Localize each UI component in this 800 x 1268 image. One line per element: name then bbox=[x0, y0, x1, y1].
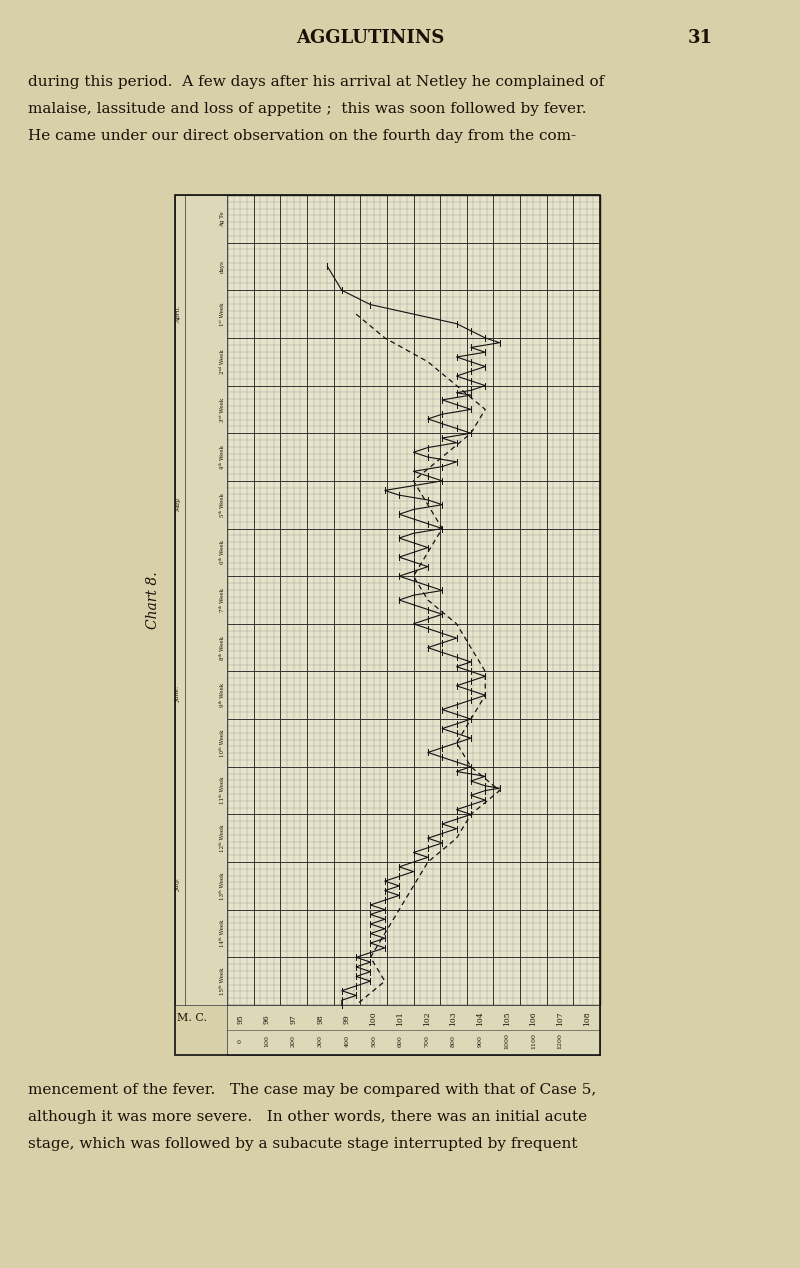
Text: 400: 400 bbox=[344, 1035, 350, 1047]
Text: 96: 96 bbox=[263, 1014, 271, 1023]
Text: 15ᵗʰ Week: 15ᵗʰ Week bbox=[220, 967, 225, 995]
Text: 1100: 1100 bbox=[531, 1033, 536, 1049]
Text: 31: 31 bbox=[687, 29, 713, 47]
Text: He came under our direct observation on the fourth day from the com-: He came under our direct observation on … bbox=[28, 129, 576, 143]
Text: 4ᵗʰ Week: 4ᵗʰ Week bbox=[220, 445, 225, 469]
Text: days: days bbox=[220, 260, 225, 273]
Text: 10ᵗʰ Week: 10ᵗʰ Week bbox=[220, 729, 225, 757]
Bar bbox=[175, 195, 600, 1055]
Text: 95: 95 bbox=[236, 1014, 244, 1023]
Text: 9ᵗʰ Week: 9ᵗʰ Week bbox=[220, 683, 225, 708]
Text: 100: 100 bbox=[265, 1035, 270, 1047]
Text: 105: 105 bbox=[502, 1012, 510, 1026]
Text: Chart 8.: Chart 8. bbox=[146, 571, 160, 629]
Text: 800: 800 bbox=[451, 1035, 456, 1047]
Text: June.: June. bbox=[177, 687, 182, 704]
Text: 11ᵗʰ Week: 11ᵗʰ Week bbox=[220, 777, 225, 804]
Bar bbox=[227, 1006, 600, 1055]
Text: 99: 99 bbox=[343, 1014, 351, 1023]
Text: AGGLUTININS: AGGLUTININS bbox=[296, 29, 444, 47]
Text: 100: 100 bbox=[370, 1012, 378, 1026]
Text: 6ᵗʰ Week: 6ᵗʰ Week bbox=[220, 540, 225, 564]
Text: 5ᵗʰ Week: 5ᵗʰ Week bbox=[220, 493, 225, 516]
Text: malaise, lassitude and loss of appetite ;  this was soon followed by fever.: malaise, lassitude and loss of appetite … bbox=[28, 101, 586, 115]
Text: 900: 900 bbox=[478, 1035, 482, 1047]
Text: mencement of the fever.   The case may be compared with that of Case 5,: mencement of the fever. The case may be … bbox=[28, 1083, 596, 1097]
Text: 104: 104 bbox=[476, 1012, 484, 1026]
Text: 106: 106 bbox=[530, 1012, 538, 1026]
Text: 0: 0 bbox=[238, 1038, 243, 1044]
Text: May.: May. bbox=[177, 497, 182, 512]
Text: 14ᵗʰ Week: 14ᵗʰ Week bbox=[220, 919, 225, 947]
Text: 102: 102 bbox=[423, 1012, 431, 1026]
Text: 12ᵗʰ Week: 12ᵗʰ Week bbox=[220, 824, 225, 852]
Text: 300: 300 bbox=[318, 1035, 322, 1047]
Text: 2ⁿᵈ Week: 2ⁿᵈ Week bbox=[220, 350, 225, 374]
Text: 7ᵗʰ Week: 7ᵗʰ Week bbox=[220, 588, 225, 612]
Text: 108: 108 bbox=[582, 1012, 590, 1026]
Text: 98: 98 bbox=[316, 1014, 324, 1023]
Bar bbox=[227, 195, 600, 1006]
Text: 1ˢᵗ Week: 1ˢᵗ Week bbox=[220, 302, 225, 326]
Text: 101: 101 bbox=[396, 1012, 404, 1026]
Text: July.: July. bbox=[177, 879, 182, 893]
Text: 97: 97 bbox=[290, 1014, 298, 1023]
Text: 200: 200 bbox=[291, 1035, 296, 1047]
Text: April.: April. bbox=[177, 306, 182, 323]
Text: 1000: 1000 bbox=[504, 1033, 510, 1049]
Text: 103: 103 bbox=[450, 1012, 458, 1026]
Text: although it was more severe.   In other words, there was an initial acute: although it was more severe. In other wo… bbox=[28, 1110, 587, 1123]
Text: 13ᵗʰ Week: 13ᵗʰ Week bbox=[220, 872, 225, 899]
Text: Ag Te: Ag Te bbox=[220, 210, 225, 227]
Text: during this period.  A few days after his arrival at Netley he complained of: during this period. A few days after his… bbox=[28, 75, 604, 89]
Text: 500: 500 bbox=[371, 1035, 376, 1047]
Text: 8ᵗʰ Week: 8ᵗʰ Week bbox=[220, 635, 225, 659]
Bar bbox=[175, 195, 227, 1006]
Text: 700: 700 bbox=[424, 1035, 430, 1047]
Text: stage, which was followed by a subacute stage interrupted by frequent: stage, which was followed by a subacute … bbox=[28, 1137, 578, 1151]
Text: 3ʳᵈ Week: 3ʳᵈ Week bbox=[220, 397, 225, 421]
Text: 600: 600 bbox=[398, 1035, 402, 1047]
Text: M. C.: M. C. bbox=[177, 1013, 207, 1023]
Text: 107: 107 bbox=[556, 1012, 564, 1026]
Text: 1200: 1200 bbox=[558, 1033, 562, 1049]
